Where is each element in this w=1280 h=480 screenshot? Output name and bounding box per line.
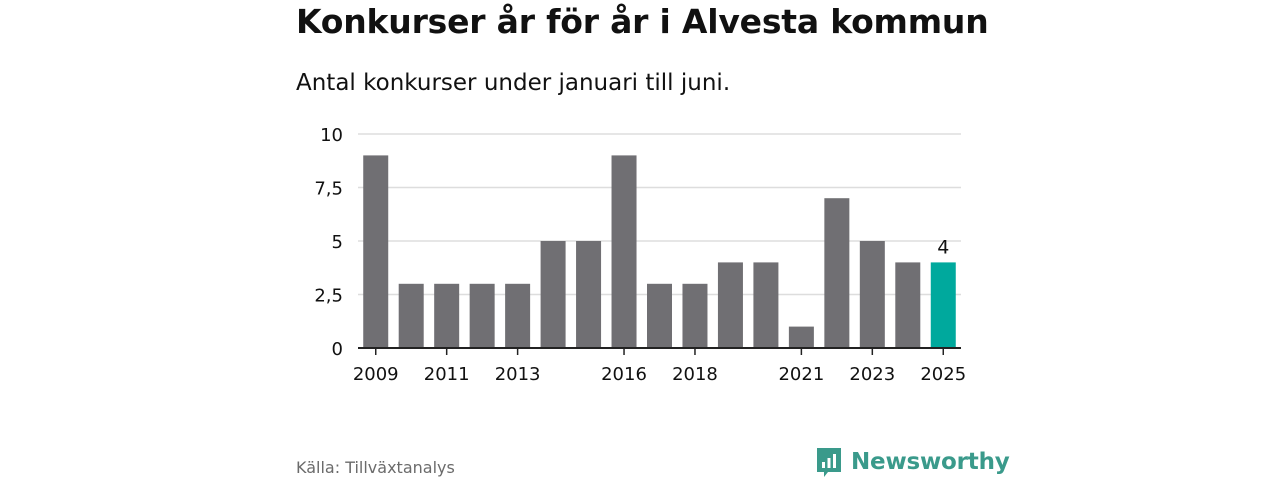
y-axis-ticks: 0 2,5 5 7,5 10 [314, 125, 343, 360]
bar [824, 198, 850, 348]
bar [505, 283, 531, 348]
bar [540, 241, 566, 348]
x-tick-label: 2025 [920, 364, 966, 385]
bar [895, 262, 921, 348]
y-tick-label: 5 [332, 232, 343, 253]
bars [363, 155, 956, 348]
bar [469, 283, 495, 348]
data-labels: 4 [937, 236, 949, 258]
bar [717, 262, 743, 348]
bar-chart-speech-bubble-icon [817, 448, 841, 477]
bar [434, 283, 460, 348]
x-tick-label: 2009 [353, 364, 399, 385]
x-axis-ticks: 2009 2011 2013 2016 2018 2021 2023 2025 [353, 348, 966, 385]
x-tick-label: 2011 [424, 364, 470, 385]
y-tick-label: 7,5 [314, 179, 343, 200]
bar [753, 262, 779, 348]
y-tick-label: 10 [320, 125, 343, 146]
brand-logo: Newsworthy [815, 446, 1010, 478]
source-note: Källa: Tillväxtanalys [296, 458, 455, 477]
bar-chart: 0 2,5 5 7,5 10 4 2009 2011 2013 2016 2018 2021 202… [314, 125, 966, 385]
highlight-bar [930, 262, 956, 348]
chart-subtitle: Antal konkurser under januari till juni. [296, 70, 731, 96]
bar [788, 326, 814, 348]
bar [647, 283, 672, 348]
bar [611, 155, 637, 348]
bar [859, 241, 885, 348]
x-tick-label: 2016 [601, 364, 647, 385]
bar [682, 283, 708, 348]
data-label: 4 [937, 236, 949, 258]
x-tick-label: 2023 [849, 364, 895, 385]
bar [576, 241, 602, 348]
bar [363, 155, 389, 348]
x-tick-label: 2021 [778, 364, 824, 385]
x-tick-label: 2013 [495, 364, 541, 385]
x-tick-label: 2018 [672, 364, 718, 385]
brand-name: Newsworthy [851, 449, 1010, 475]
y-tick-label: 0 [332, 339, 343, 360]
y-tick-label: 2,5 [314, 286, 343, 307]
bar [398, 283, 424, 348]
chart-title: Konkurser år för år i Alvesta kommun [296, 2, 989, 41]
